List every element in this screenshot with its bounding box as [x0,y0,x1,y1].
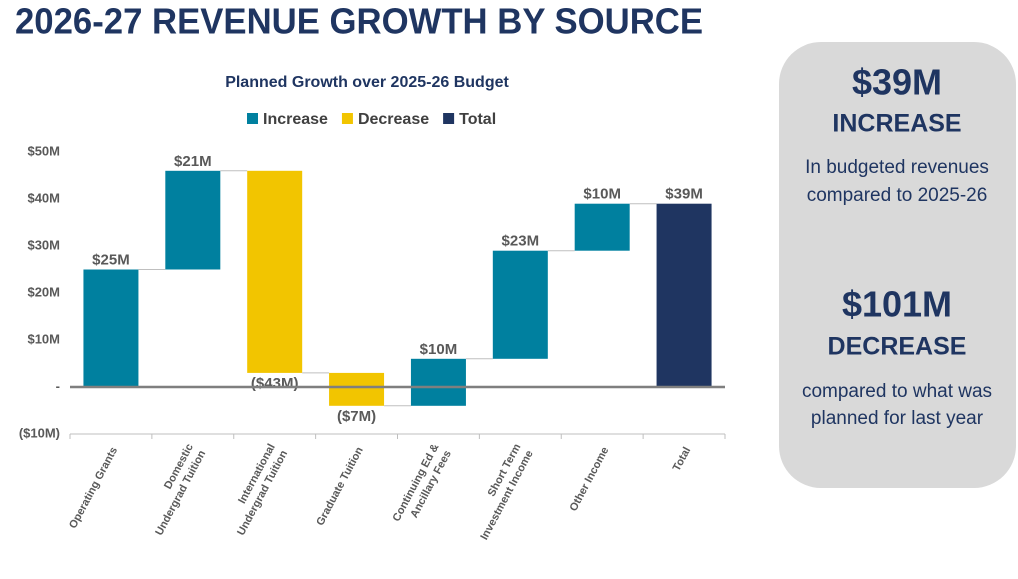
x-tick-label: Continuing Ed & Ancillary Fees [390,442,453,530]
data-label: $21M [174,153,212,170]
y-tick-label: $10M [27,331,60,346]
bar [574,203,630,251]
bar [83,269,139,387]
data-label: ($43M) [251,375,299,392]
bar [410,358,466,406]
side-panel [779,42,1016,488]
x-tick-label: Operating Grants [67,445,120,531]
legend-label: Increase [263,111,328,128]
legend-swatch [247,113,258,124]
legend-label: Decrease [358,111,429,128]
increase-label: INCREASE [832,110,961,138]
y-tick-label: $20M [27,284,60,299]
decrease-note: compared to what was [802,381,992,402]
x-tick-label: Total [671,445,694,473]
chart-title: 2026-27 REVENUE GROWTH BY SOURCE [15,1,703,42]
legend-swatch [341,113,353,124]
chart-subtitle: Planned Growth over 2025-26 Budget [225,74,509,91]
y-tick-label: ($10M) [19,425,60,440]
y-tick-label: - [56,378,60,393]
legend-label: Total [459,111,496,128]
decrease-amount: $101M [842,284,952,325]
increase-note: In budgeted revenues [805,157,989,178]
data-label: $25M [92,251,130,268]
bar [329,372,385,406]
data-label: $23M [502,233,540,250]
bar [247,170,303,373]
decrease-label: DECREASE [828,333,967,361]
data-label: $10M [420,341,458,358]
increase-amount: $39M [852,62,942,103]
y-tick-label: $40M [27,190,60,205]
x-tick-label: International Undergrad Tuition [221,442,290,541]
decrease-note: planned for last year [811,408,984,429]
legend-swatch [443,113,455,124]
data-label: ($7M) [337,408,376,425]
increase-note: compared to 2025-26 [807,185,988,206]
bar [492,250,548,359]
x-tick-label: Domestic Undergrad Tuition [139,442,208,541]
x-tick-label: Short Term Investment Income [465,442,536,545]
x-tick-label: Other Income [568,445,612,513]
bar [656,203,712,387]
y-tick-label: $30M [27,237,60,252]
x-tick-label: Graduate Tuition [314,445,366,528]
data-label: $39M [665,186,703,203]
y-tick-label: $50M [27,143,60,158]
data-label: $10M [583,186,621,203]
bar [165,170,221,270]
